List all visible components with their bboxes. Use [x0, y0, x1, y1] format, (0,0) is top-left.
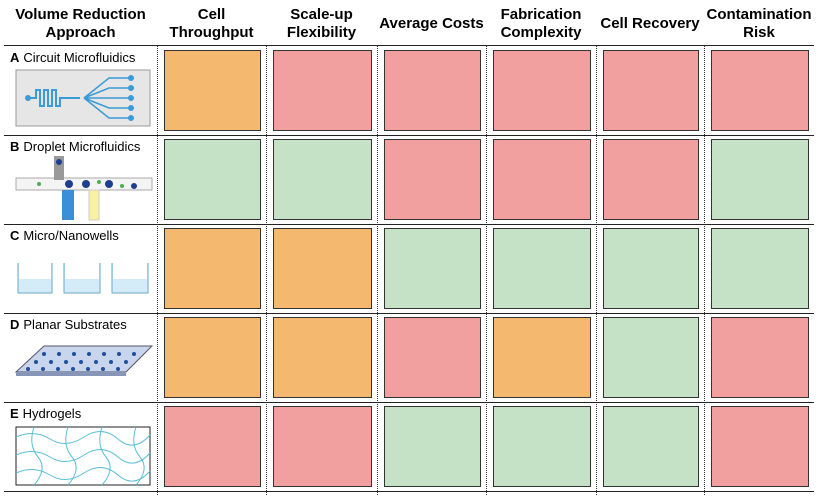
- rating-cell: [711, 50, 809, 131]
- row-letter: A: [10, 50, 20, 65]
- row-name: Hydrogels: [22, 406, 82, 421]
- rating-cell: [493, 50, 591, 131]
- column-separator: [486, 45, 487, 495]
- rating-cell: [711, 317, 809, 398]
- row-label: B Droplet Microfluidics: [10, 139, 140, 154]
- substrate-icon: [14, 345, 154, 376]
- rating-cell: [273, 50, 372, 131]
- rating-cell: [711, 228, 809, 309]
- column-separator: [704, 45, 705, 495]
- hydrogel-icon: [15, 426, 151, 486]
- row-letter: C: [10, 228, 20, 243]
- row-name: Droplet Microfluidics: [23, 139, 141, 154]
- rating-cell: [603, 50, 699, 131]
- column-header: Contamination Risk: [706, 6, 812, 41]
- rating-cell: [273, 228, 372, 309]
- rating-cell: [164, 317, 261, 398]
- rating-cell: [603, 406, 699, 487]
- row-label: D Planar Substrates: [10, 317, 127, 332]
- rating-cell: [164, 406, 261, 487]
- rating-cell: [603, 317, 699, 398]
- rating-cell: [493, 228, 591, 309]
- rating-cell: [384, 228, 481, 309]
- row-separator: [4, 491, 814, 492]
- rating-cell: [164, 50, 261, 131]
- row-letter: B: [10, 139, 20, 154]
- rating-cell: [603, 139, 699, 220]
- row-separator: [4, 45, 814, 46]
- rating-cell: [711, 139, 809, 220]
- rating-cell: [493, 317, 591, 398]
- rating-cell: [384, 50, 481, 131]
- row-letter: E: [10, 406, 19, 421]
- row-name: Circuit Microfluidics: [23, 50, 136, 65]
- row-separator: [4, 224, 814, 225]
- rating-cell: [384, 139, 481, 220]
- row-name: Planar Substrates: [23, 317, 127, 332]
- rating-cell: [273, 139, 372, 220]
- rating-cell: [384, 406, 481, 487]
- rating-cell: [273, 406, 372, 487]
- rating-cell: [273, 317, 372, 398]
- column-header: Average Costs: [379, 15, 484, 32]
- column-separator: [157, 45, 158, 495]
- column-header: Fabrication Complexity: [500, 6, 582, 41]
- column-header: Scale-up Flexibility: [286, 6, 357, 41]
- rating-cell: [711, 406, 809, 487]
- wells-icon: [17, 257, 149, 294]
- row-separator: [4, 313, 814, 314]
- row-label: A Circuit Microfluidics: [10, 50, 135, 65]
- rating-cell: [493, 139, 591, 220]
- column-separator: [377, 45, 378, 495]
- row-label: C Micro/Nanowells: [10, 228, 119, 243]
- column-separator: [266, 45, 267, 495]
- column-separator: [596, 45, 597, 495]
- circuit-icon: [15, 69, 151, 127]
- column-header: Cell Throughput: [169, 6, 254, 41]
- droplet-icon: [15, 156, 153, 221]
- rating-cell: [164, 139, 261, 220]
- row-separator: [4, 402, 814, 403]
- row-separator: [4, 135, 814, 136]
- row-label: E Hydrogels: [10, 406, 81, 421]
- row-letter: D: [10, 317, 20, 332]
- column-header: Cell Recovery: [600, 15, 700, 32]
- rating-cell: [603, 228, 699, 309]
- rating-cell: [164, 228, 261, 309]
- rating-cell: [384, 317, 481, 398]
- rating-cell: [493, 406, 591, 487]
- column-header: Volume Reduction Approach: [15, 6, 146, 41]
- row-name: Micro/Nanowells: [23, 228, 119, 243]
